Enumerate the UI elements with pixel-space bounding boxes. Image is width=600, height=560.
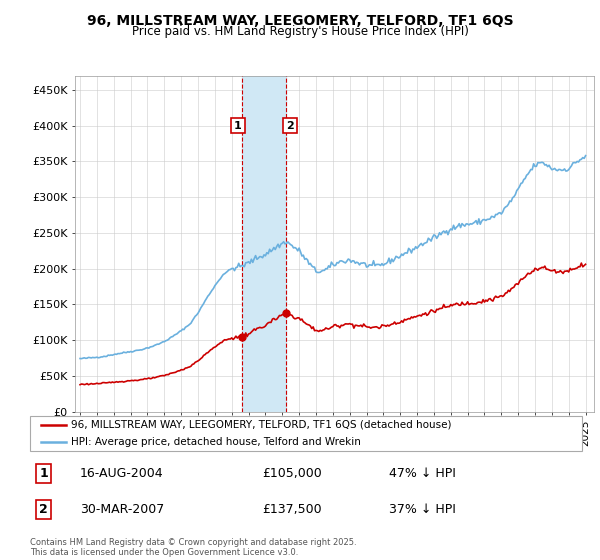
Text: 16-AUG-2004: 16-AUG-2004 xyxy=(80,467,163,480)
Text: 2: 2 xyxy=(40,503,48,516)
Text: 37% ↓ HPI: 37% ↓ HPI xyxy=(389,503,455,516)
Text: £105,000: £105,000 xyxy=(262,467,322,480)
Text: 96, MILLSTREAM WAY, LEEGOMERY, TELFORD, TF1 6QS: 96, MILLSTREAM WAY, LEEGOMERY, TELFORD, … xyxy=(86,14,514,28)
Text: 30-MAR-2007: 30-MAR-2007 xyxy=(80,503,164,516)
Text: 1: 1 xyxy=(40,467,48,480)
Text: 47% ↓ HPI: 47% ↓ HPI xyxy=(389,467,455,480)
Text: HPI: Average price, detached house, Telford and Wrekin: HPI: Average price, detached house, Telf… xyxy=(71,437,361,447)
Text: Price paid vs. HM Land Registry's House Price Index (HPI): Price paid vs. HM Land Registry's House … xyxy=(131,25,469,38)
Text: 1: 1 xyxy=(234,120,242,130)
Text: £137,500: £137,500 xyxy=(262,503,322,516)
Text: 96, MILLSTREAM WAY, LEEGOMERY, TELFORD, TF1 6QS (detached house): 96, MILLSTREAM WAY, LEEGOMERY, TELFORD, … xyxy=(71,420,452,430)
Text: Contains HM Land Registry data © Crown copyright and database right 2025.
This d: Contains HM Land Registry data © Crown c… xyxy=(30,538,356,557)
Bar xyxy=(242,76,286,412)
Text: 2: 2 xyxy=(286,120,294,130)
